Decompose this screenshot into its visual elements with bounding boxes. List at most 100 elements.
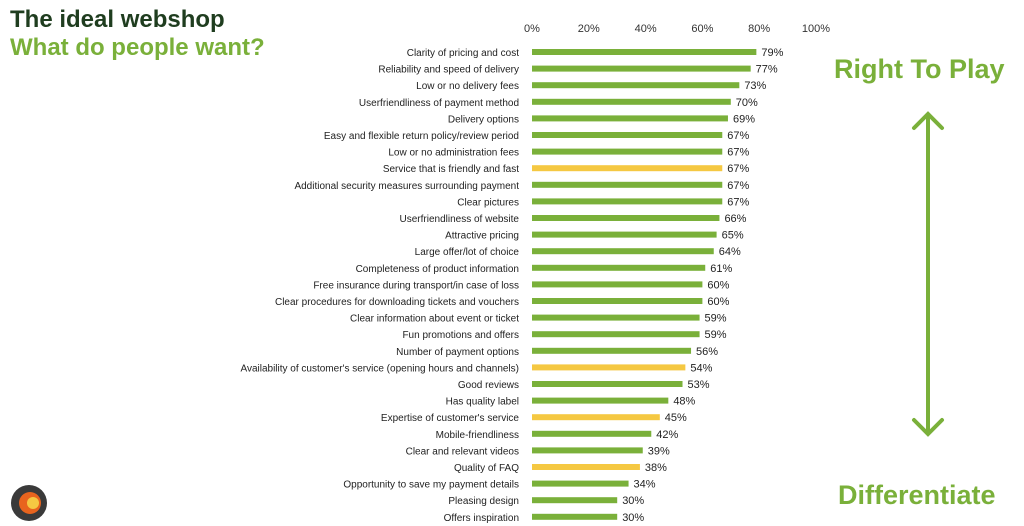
chart-subtitle: What do people want?	[10, 34, 265, 61]
bar	[532, 248, 714, 255]
data-label: 60%	[707, 296, 729, 308]
bar	[532, 497, 618, 504]
bar	[532, 331, 700, 338]
category-label: Service that is friendly and fast	[383, 164, 519, 175]
category-label: Low or no delivery fees	[416, 81, 519, 92]
bar	[532, 298, 703, 304]
category-label: Low or no administration fees	[388, 148, 519, 159]
category-label: Clear procedures for downloading tickets…	[275, 297, 519, 308]
bar	[532, 215, 720, 221]
data-label: 67%	[727, 130, 749, 142]
data-label: 70%	[736, 97, 758, 109]
bar	[532, 513, 618, 520]
data-label: 30%	[622, 512, 644, 524]
data-label: 56%	[696, 346, 718, 358]
bar	[532, 314, 700, 321]
bar	[532, 65, 751, 72]
x-tick-label: 100%	[802, 23, 830, 35]
category-label: Clear and relevant videos	[406, 446, 519, 457]
data-label: 67%	[727, 180, 749, 192]
bar	[532, 281, 703, 288]
category-label: Easy and flexible return policy/review p…	[324, 131, 519, 142]
category-label: Free insurance during transport/in case …	[313, 280, 519, 291]
data-label: 54%	[690, 362, 712, 374]
data-label: 45%	[665, 412, 687, 424]
category-label: Number of payment options	[396, 347, 519, 358]
bar	[532, 115, 728, 122]
data-label: 73%	[744, 80, 766, 92]
bar	[532, 397, 669, 404]
x-tick-label: 80%	[748, 23, 770, 35]
bar	[532, 381, 683, 387]
bar	[532, 181, 723, 188]
category-label: Completeness of product information	[356, 264, 519, 275]
chart-title: The ideal webshop	[10, 6, 225, 33]
category-label: Reliability and speed of delivery	[378, 65, 519, 76]
category-label: Quality of FAQ	[454, 463, 519, 474]
bar	[532, 148, 723, 155]
data-label: 39%	[648, 445, 670, 457]
data-label: 38%	[645, 462, 667, 474]
data-label: 77%	[756, 64, 778, 76]
category-label: Clear information about event or ticket	[350, 314, 519, 325]
category-label: Good reviews	[458, 380, 519, 391]
data-label: 60%	[707, 279, 729, 291]
logo-icon	[11, 485, 47, 521]
data-label: 42%	[656, 429, 678, 441]
category-label: Clarity of pricing and cost	[407, 48, 519, 59]
data-label: 48%	[673, 396, 695, 408]
x-tick-label: 60%	[691, 23, 713, 35]
data-label: 67%	[727, 147, 749, 159]
category-label: Large offer/lot of choice	[415, 247, 520, 258]
bar	[532, 347, 692, 354]
data-label: 79%	[761, 47, 783, 59]
data-label: 67%	[727, 163, 749, 175]
bar	[532, 165, 723, 172]
category-label: Has quality label	[446, 397, 519, 408]
category-label: Additional security measures surrounding…	[294, 181, 519, 192]
double-arrow-icon	[912, 111, 944, 437]
data-label: 59%	[705, 329, 727, 341]
x-tick-label: 0%	[524, 23, 540, 35]
bar	[532, 414, 660, 421]
bar	[532, 447, 643, 454]
data-label: 34%	[634, 479, 656, 491]
category-label: Pleasing design	[448, 496, 519, 507]
data-label: 30%	[622, 495, 644, 507]
bar	[532, 364, 686, 371]
category-label: Mobile-friendliness	[436, 430, 519, 441]
data-label: 66%	[724, 213, 746, 225]
category-label: Fun promotions and offers	[402, 330, 519, 341]
bar	[532, 132, 723, 138]
bar	[532, 82, 740, 89]
data-label: 53%	[688, 379, 710, 391]
x-tick-label: 40%	[635, 23, 657, 35]
data-label: 64%	[719, 246, 741, 258]
category-label: Opportunity to save my payment details	[343, 480, 519, 491]
bar	[532, 264, 706, 271]
category-label: Availability of customer's service (open…	[240, 363, 519, 374]
differentiate-label: Differentiate	[838, 480, 996, 510]
category-label: Clear pictures	[457, 197, 519, 208]
data-label: 61%	[710, 263, 732, 275]
category-label: Userfriendliness of website	[400, 214, 520, 225]
bar	[532, 464, 640, 470]
category-label: Expertise of customer's service	[381, 413, 520, 424]
data-label: 67%	[727, 196, 749, 208]
bar	[532, 231, 717, 238]
bar	[532, 98, 731, 105]
bar	[532, 430, 652, 437]
bar	[532, 49, 757, 55]
data-label: 59%	[705, 313, 727, 325]
data-label: 65%	[722, 230, 744, 242]
x-tick-label: 20%	[578, 23, 600, 35]
category-label: Attractive pricing	[445, 231, 519, 242]
right-to-play-label: Right To Play	[834, 54, 1005, 84]
category-label: Offers inspiration	[444, 513, 519, 524]
category-label: Userfriendliness of payment method	[359, 98, 519, 109]
category-label: Delivery options	[448, 114, 519, 125]
data-label: 69%	[733, 113, 755, 125]
bar	[532, 198, 723, 205]
bar	[532, 480, 629, 487]
